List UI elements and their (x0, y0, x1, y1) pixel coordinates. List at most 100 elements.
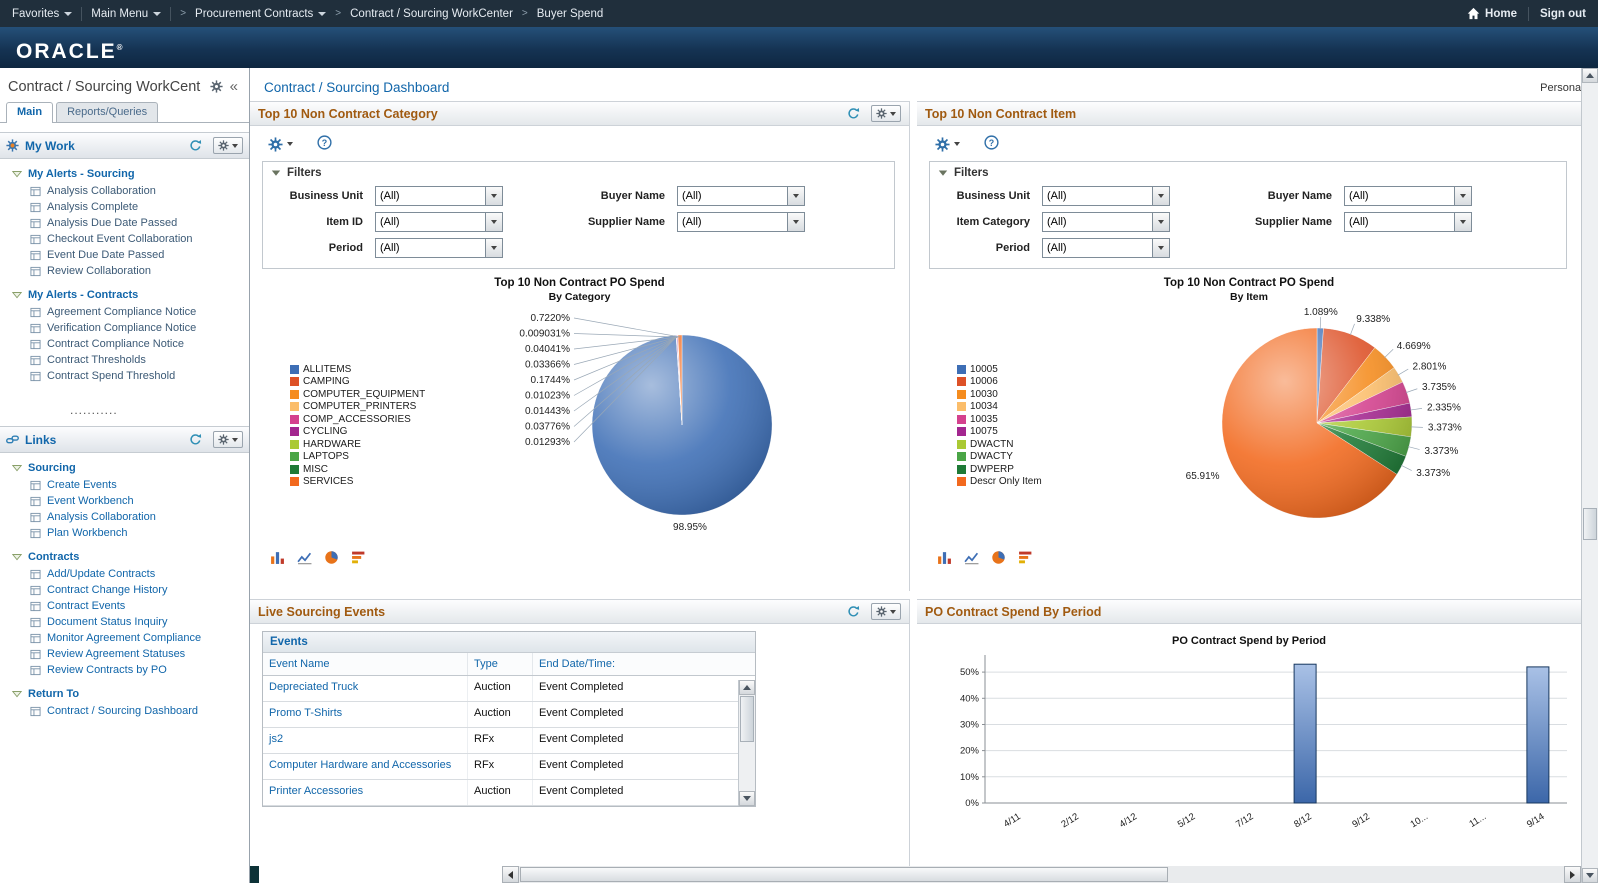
tree-item-add-update-contracts[interactable]: Add/Update Contracts (0, 566, 249, 582)
chart-options-button[interactable] (935, 136, 960, 152)
events-column-header-event-name[interactable]: Event Name (263, 653, 468, 675)
home-button[interactable]: Home (1467, 7, 1517, 20)
tree-item-event-due-date-passed[interactable]: Event Due Date Passed (0, 247, 249, 263)
tree-item-event-workbench[interactable]: Event Workbench (0, 493, 249, 509)
chart-help-button[interactable]: ? (317, 135, 332, 153)
scroll-up-button[interactable] (739, 680, 755, 695)
scroll-right-button[interactable] (1564, 866, 1581, 883)
tree-group-header-my-alerts-contracts[interactable]: My Alerts - Contracts (0, 286, 249, 304)
chart-type-hbar-button[interactable] (351, 550, 366, 568)
tree-item-review-contracts-by-po[interactable]: Review Contracts by PO (0, 662, 249, 678)
bar-8-12[interactable] (1293, 663, 1317, 804)
dropdown-arrow-button[interactable] (485, 239, 502, 257)
scrollbar-thumb[interactable] (740, 696, 754, 742)
tree-item-checkout-event-collaboration[interactable]: Checkout Event Collaboration (0, 231, 249, 247)
breadcrumb-item-buyer-spend[interactable]: Buyer Spend (537, 8, 604, 20)
tree-item-analysis-collaboration[interactable]: Analysis Collaboration (0, 509, 249, 525)
filters-collapse-button[interactable] (938, 168, 948, 178)
scrollbar-thumb[interactable] (520, 867, 1168, 882)
tree-item-analysis-collaboration[interactable]: Analysis Collaboration (0, 183, 249, 199)
breadcrumb-item-contract-sourcing-workcenter[interactable]: Contract / Sourcing WorkCenter (350, 8, 513, 20)
tab-reports-queries[interactable]: Reports/Queries (56, 102, 159, 122)
tree-item-contract-sourcing-dashboard[interactable]: Contract / Sourcing Dashboard (0, 703, 249, 719)
panel-refresh-button[interactable] (847, 605, 860, 618)
dropdown-arrow-button[interactable] (787, 213, 804, 231)
scroll-up-button[interactable] (1582, 68, 1598, 83)
main-menu[interactable]: Main Menu (91, 8, 162, 20)
chart-type-bar-button[interactable] (270, 550, 285, 568)
tree-item-contract-thresholds[interactable]: Contract Thresholds (0, 352, 249, 368)
pagelet-menu-button[interactable] (213, 431, 243, 448)
tree-group-header-contracts[interactable]: Contracts (0, 548, 249, 566)
tree-item-contract-change-history[interactable]: Contract Change History (0, 582, 249, 598)
event-name-link[interactable]: Computer Hardware and Accessories (263, 754, 468, 779)
sign-out-button[interactable]: Sign out (1540, 8, 1586, 20)
tree-item-contract-spend-threshold[interactable]: Contract Spend Threshold (0, 368, 249, 384)
filter-dropdown-period[interactable]: (All) (1042, 238, 1170, 258)
event-name-link[interactable]: Promo T-Shirts (263, 702, 468, 727)
event-name-link[interactable]: Depreciated Truck (263, 676, 468, 701)
chart-type-hbar-button[interactable] (1018, 550, 1033, 568)
chart-options-button[interactable] (268, 136, 293, 152)
tree-item-agreement-compliance-notice[interactable]: Agreement Compliance Notice (0, 304, 249, 320)
scroll-down-button[interactable] (739, 791, 755, 806)
sidebar-collapse-button[interactable]: « (229, 78, 238, 95)
chart-help-button[interactable]: ? (984, 135, 999, 153)
tree-item-analysis-complete[interactable]: Analysis Complete (0, 199, 249, 215)
tree-item-review-collaboration[interactable]: Review Collaboration (0, 263, 249, 279)
tree-item-analysis-due-date-passed[interactable]: Analysis Due Date Passed (0, 215, 249, 231)
tab-main[interactable]: Main (6, 102, 54, 123)
dropdown-arrow-button[interactable] (1152, 213, 1169, 231)
panel-menu-button[interactable] (871, 603, 901, 620)
scroll-down-button[interactable] (1582, 868, 1598, 883)
dropdown-arrow-button[interactable] (1454, 187, 1471, 205)
filter-dropdown-business-unit[interactable]: (All) (1042, 186, 1170, 206)
pagelet-refresh-button[interactable] (189, 139, 202, 152)
chart-type-line-button[interactable] (297, 550, 312, 568)
filter-dropdown-business-unit[interactable]: (All) (375, 186, 503, 206)
tree-item-document-status-inquiry[interactable]: Document Status Inquiry (0, 614, 249, 630)
panel-menu-button[interactable] (871, 105, 901, 122)
pagelet-refresh-button[interactable] (189, 433, 202, 446)
dropdown-arrow-button[interactable] (1454, 213, 1471, 231)
scrollbar-track[interactable] (1582, 83, 1598, 868)
tree-item-monitor-agreement-compliance[interactable]: Monitor Agreement Compliance (0, 630, 249, 646)
panel-refresh-button[interactable] (847, 107, 860, 120)
scroll-left-button[interactable] (502, 866, 519, 883)
tree-group-header-my-alerts-sourcing[interactable]: My Alerts - Sourcing (0, 165, 249, 183)
filter-dropdown-supplier-name[interactable]: (All) (677, 212, 805, 232)
dropdown-arrow-button[interactable] (485, 213, 502, 231)
events-column-header-end-date-time[interactable]: End Date/Time: (539, 658, 616, 670)
chart-type-bar-button[interactable] (937, 550, 952, 568)
dropdown-arrow-button[interactable] (485, 187, 502, 205)
event-name-link[interactable]: Printer Accessories (263, 780, 468, 805)
vertical-scrollbar[interactable] (1581, 68, 1598, 883)
filter-dropdown-item-category[interactable]: (All) (1042, 212, 1170, 232)
tree-item-contract-compliance-notice[interactable]: Contract Compliance Notice (0, 336, 249, 352)
pagelet-menu-button[interactable] (213, 137, 243, 154)
tree-group-header-return-to[interactable]: Return To (0, 685, 249, 703)
chart-type-pie-button[interactable] (991, 550, 1006, 568)
favorites-menu[interactable]: Favorites (12, 8, 73, 20)
scrollbar-thumb[interactable] (1583, 508, 1597, 540)
filters-collapse-button[interactable] (271, 168, 281, 178)
dropdown-arrow-button[interactable] (1152, 239, 1169, 257)
personalize-link[interactable]: Personali (1540, 81, 1581, 94)
tree-item-contract-events[interactable]: Contract Events (0, 598, 249, 614)
chart-type-line-button[interactable] (964, 550, 979, 568)
events-column-header-type[interactable]: Type (468, 653, 533, 675)
filter-dropdown-item-id[interactable]: (All) (375, 212, 503, 232)
chart-type-pie-button[interactable] (324, 550, 339, 568)
tree-item-review-agreement-statuses[interactable]: Review Agreement Statuses (0, 646, 249, 662)
tree-group-header-sourcing[interactable]: Sourcing (0, 459, 249, 477)
tree-item-verification-compliance-notice[interactable]: Verification Compliance Notice (0, 320, 249, 336)
tree-item-create-events[interactable]: Create Events (0, 477, 249, 493)
tree-item-plan-workbench[interactable]: Plan Workbench (0, 525, 249, 541)
filter-dropdown-period[interactable]: (All) (375, 238, 503, 258)
breadcrumb-item-procurement-contracts[interactable]: Procurement Contracts (195, 8, 327, 20)
events-scrollbar[interactable] (738, 680, 755, 806)
filter-dropdown-buyer-name[interactable]: (All) (677, 186, 805, 206)
dropdown-arrow-button[interactable] (787, 187, 804, 205)
sidebar-settings-button[interactable] (210, 80, 223, 93)
horizontal-scrollbar[interactable] (250, 866, 1581, 883)
